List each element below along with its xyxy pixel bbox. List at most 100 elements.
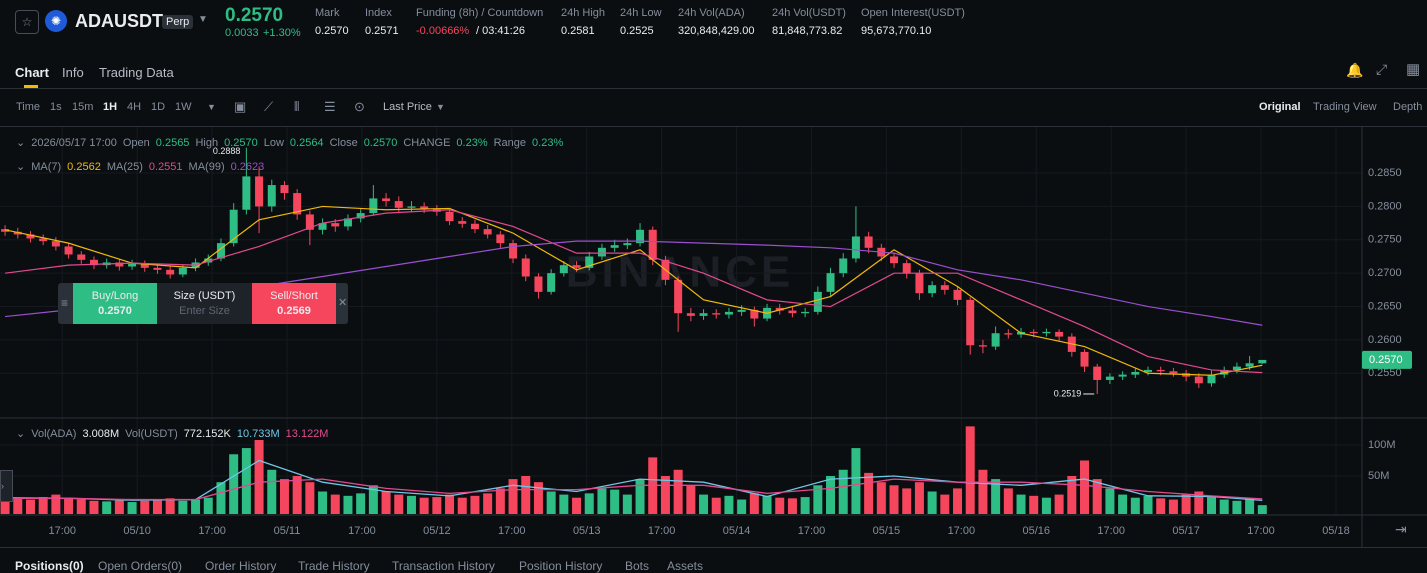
volume-bar	[368, 485, 378, 514]
side-toggle[interactable]: ›	[0, 470, 13, 502]
icon-alert[interactable]: 🔔	[1346, 62, 1364, 78]
bottom-tab[interactable]: Open Orders(0)	[98, 559, 183, 573]
info-item: 0.23%	[532, 137, 564, 149]
bottom-tab[interactable]: Transaction History	[392, 559, 495, 573]
close-panel[interactable]: ✕	[338, 297, 348, 309]
candle-body	[509, 243, 518, 259]
view-option[interactable]: Trading View	[1313, 101, 1377, 113]
candle-body	[89, 259, 98, 266]
y-tick-label: 0.2850	[1368, 167, 1402, 179]
interval[interactable]: Time	[16, 101, 41, 113]
price-type[interactable]: Last Price	[383, 101, 432, 113]
candle-body	[839, 258, 848, 274]
volume-bar	[178, 500, 188, 514]
y-tick-label: 0.2650	[1368, 300, 1402, 312]
volume-bar	[381, 491, 391, 514]
tool-icon[interactable]: ⫴	[294, 99, 300, 114]
drag-handle[interactable]: ≡	[61, 296, 69, 310]
candle-body	[470, 223, 479, 230]
volume-bar	[127, 502, 137, 514]
bottom-tab[interactable]: Assets	[667, 559, 704, 573]
volume-bar	[521, 475, 531, 514]
ma-info: ⌄ MA(7) 0.2562 MA(25) 0.2551 MA(99) 0.2623	[16, 160, 270, 173]
icon-expand[interactable]: ⤢	[1376, 61, 1388, 77]
interval[interactable]: 1H	[103, 101, 118, 113]
stat-value: 95,673,770.10	[861, 25, 932, 37]
candle-body	[1144, 369, 1153, 372]
volume-bar	[114, 500, 124, 514]
x-tick-label: 05/17	[1172, 525, 1200, 537]
volume-bar	[1219, 499, 1229, 514]
favorite[interactable]: ☆	[15, 10, 39, 34]
candle-body	[864, 236, 873, 248]
tab[interactable]: Trading Data	[99, 65, 174, 80]
volume-ma-line	[5, 478, 1263, 501]
x-tick-label: 17:00	[648, 525, 676, 537]
vol-tick-label: 50M	[1368, 470, 1389, 482]
candle-body	[1156, 369, 1165, 372]
sell-label: Sell/Short	[270, 290, 318, 302]
candle-body	[724, 311, 733, 315]
vol-ma-value: 10.733M	[236, 428, 280, 440]
view-option[interactable]: Original	[1259, 101, 1301, 113]
bottom-tab[interactable]: Bots	[625, 559, 650, 573]
sell-button[interactable]: Sell/Short 0.2569	[252, 283, 336, 324]
interval-caret[interactable]: ▼	[207, 102, 216, 112]
candle-body	[255, 176, 264, 207]
view-option[interactable]: Depth	[1393, 101, 1423, 113]
x-tick-label: 05/18	[1322, 525, 1350, 537]
bottom-tab[interactable]: Order History	[205, 559, 277, 573]
bottom-tab[interactable]: Positions(0)	[15, 559, 84, 573]
contract-badge: Perp	[162, 15, 194, 29]
tab[interactable]: Chart	[15, 65, 49, 80]
candle-body	[51, 241, 60, 247]
volume-bar	[356, 493, 366, 514]
stat-value: 320,848,429.00	[678, 25, 755, 37]
volume-bar	[51, 494, 61, 514]
volume-bar	[610, 489, 620, 514]
icon-layout[interactable]: ▦	[1406, 61, 1421, 78]
low-label: 0.2519	[1054, 388, 1082, 398]
interval[interactable]: 1s	[50, 101, 62, 113]
size-input[interactable]: Size (USDT) Enter Size	[157, 283, 252, 324]
tool-icon[interactable]: ⟋	[264, 99, 274, 114]
stat-value: / 03:41:26	[476, 25, 525, 37]
stat-label: Mark	[315, 7, 340, 19]
caret: ⌄	[16, 137, 26, 149]
symbol-caret[interactable]: ▼	[198, 14, 208, 25]
candle-body	[1, 229, 10, 232]
bottom-tab[interactable]: Trade History	[298, 559, 370, 573]
divider	[0, 88, 1427, 89]
interval[interactable]: 1W	[175, 101, 192, 113]
tool-icon[interactable]: ☰	[324, 99, 336, 114]
volume-bar	[495, 488, 505, 514]
stat-label: 24h Low	[620, 7, 662, 19]
volume-bar	[318, 491, 328, 514]
info-item: Open	[122, 137, 150, 149]
tool-icon[interactable]: ▣	[234, 99, 247, 114]
interval[interactable]: 15m	[72, 101, 94, 113]
candle-body	[458, 221, 467, 224]
x-tick-label: 05/10	[123, 525, 151, 537]
volume-bar	[914, 482, 924, 514]
x-tick-label: 17:00	[498, 525, 526, 537]
tool-icon[interactable]: ⊙	[354, 99, 365, 114]
tab[interactable]: Info	[62, 65, 84, 80]
stat-label: Index	[365, 7, 392, 19]
candle-body	[1042, 331, 1051, 334]
volume-bar	[953, 488, 963, 514]
volume-bar	[762, 495, 772, 514]
buy-button[interactable]: Buy/Long 0.2570	[73, 283, 157, 324]
interval[interactable]: 4H	[127, 101, 142, 113]
candle-body	[13, 231, 22, 235]
volume-bar	[305, 482, 315, 514]
info-item: Close	[329, 137, 358, 149]
candle-body	[26, 234, 35, 239]
scale-toggle[interactable]: ⇥	[1395, 521, 1407, 537]
symbol[interactable]: ADAUSDT	[75, 11, 163, 31]
interval[interactable]: 1D	[151, 101, 166, 113]
x-tick-label: 17:00	[1097, 525, 1125, 537]
bottom-tab[interactable]: Position History	[519, 559, 603, 573]
price-type-caret[interactable]: ▼	[436, 102, 445, 112]
x-tick-label: 17:00	[48, 525, 76, 537]
